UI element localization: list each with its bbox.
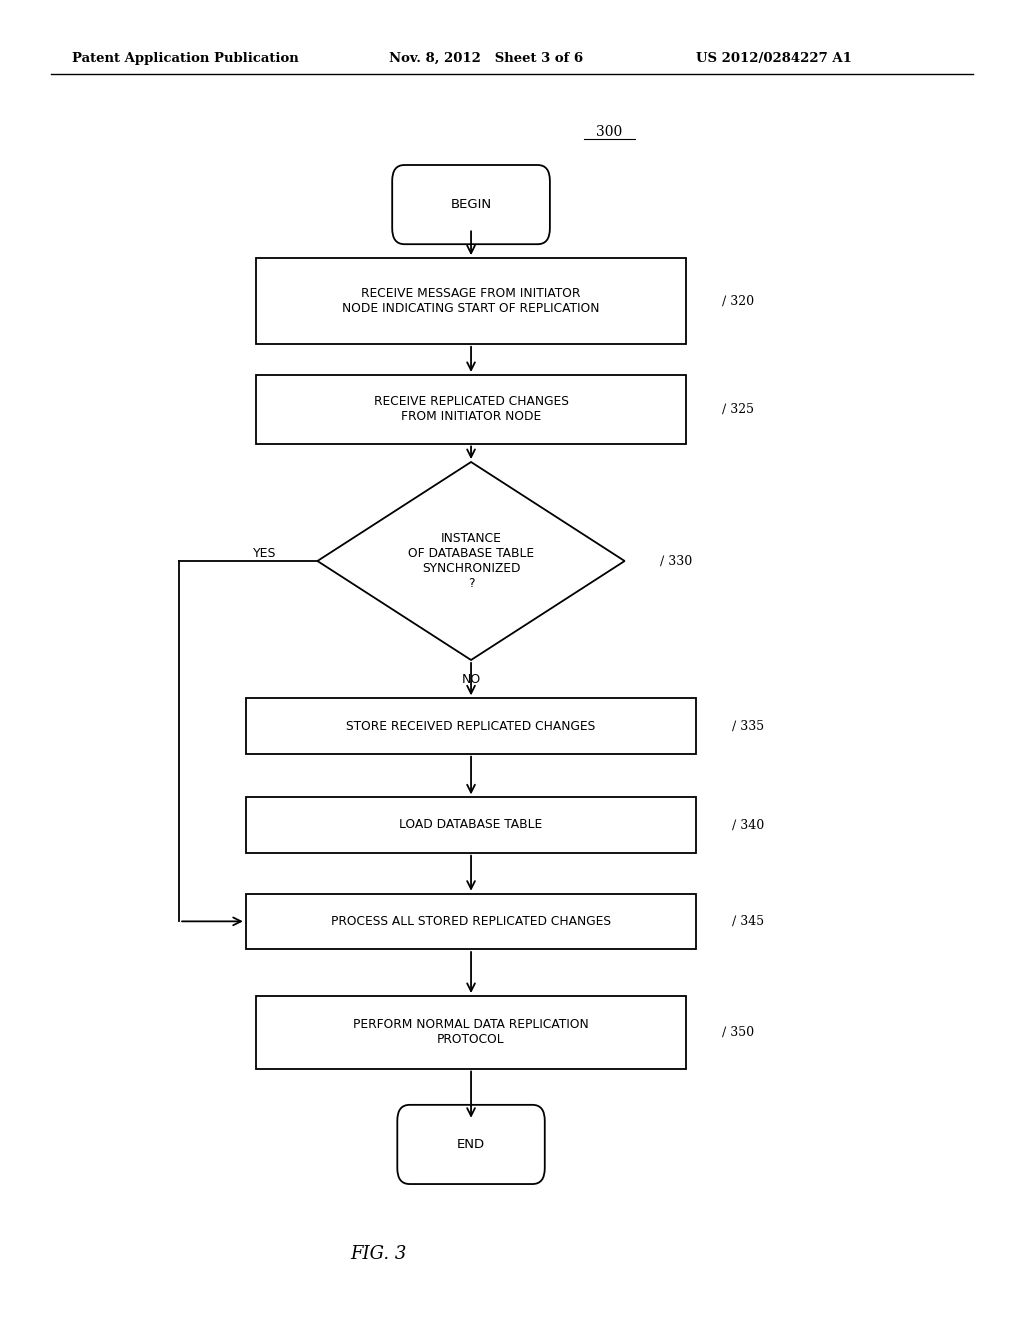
FancyBboxPatch shape bbox=[246, 894, 696, 949]
Text: ∕ 340: ∕ 340 bbox=[732, 818, 764, 832]
Text: INSTANCE
OF DATABASE TABLE
SYNCHRONIZED
?: INSTANCE OF DATABASE TABLE SYNCHRONIZED … bbox=[408, 532, 535, 590]
Text: YES: YES bbox=[253, 546, 276, 560]
Text: Nov. 8, 2012   Sheet 3 of 6: Nov. 8, 2012 Sheet 3 of 6 bbox=[389, 51, 584, 65]
Text: 300: 300 bbox=[596, 124, 623, 139]
FancyBboxPatch shape bbox=[256, 995, 686, 1069]
Text: ∕ 320: ∕ 320 bbox=[722, 294, 754, 308]
Text: US 2012/0284227 A1: US 2012/0284227 A1 bbox=[696, 51, 852, 65]
FancyBboxPatch shape bbox=[256, 375, 686, 444]
Text: BEGIN: BEGIN bbox=[451, 198, 492, 211]
Text: ∕ 350: ∕ 350 bbox=[722, 1026, 754, 1039]
FancyBboxPatch shape bbox=[392, 165, 550, 244]
Text: ∕ 325: ∕ 325 bbox=[722, 403, 754, 416]
Text: FIG. 3: FIG. 3 bbox=[350, 1245, 408, 1263]
Text: RECEIVE REPLICATED CHANGES
FROM INITIATOR NODE: RECEIVE REPLICATED CHANGES FROM INITIATO… bbox=[374, 395, 568, 424]
Text: PERFORM NORMAL DATA REPLICATION
PROTOCOL: PERFORM NORMAL DATA REPLICATION PROTOCOL bbox=[353, 1018, 589, 1047]
Text: ∕ 335: ∕ 335 bbox=[732, 719, 764, 733]
Text: END: END bbox=[457, 1138, 485, 1151]
Text: STORE RECEIVED REPLICATED CHANGES: STORE RECEIVED REPLICATED CHANGES bbox=[346, 719, 596, 733]
Text: ∕ 330: ∕ 330 bbox=[660, 554, 692, 568]
Polygon shape bbox=[317, 462, 625, 660]
Text: RECEIVE MESSAGE FROM INITIATOR
NODE INDICATING START OF REPLICATION: RECEIVE MESSAGE FROM INITIATOR NODE INDI… bbox=[342, 286, 600, 315]
FancyBboxPatch shape bbox=[256, 259, 686, 343]
Text: NO: NO bbox=[462, 673, 480, 686]
Text: LOAD DATABASE TABLE: LOAD DATABASE TABLE bbox=[399, 818, 543, 832]
Text: Patent Application Publication: Patent Application Publication bbox=[72, 51, 298, 65]
Text: ∕ 345: ∕ 345 bbox=[732, 915, 764, 928]
FancyBboxPatch shape bbox=[397, 1105, 545, 1184]
Text: PROCESS ALL STORED REPLICATED CHANGES: PROCESS ALL STORED REPLICATED CHANGES bbox=[331, 915, 611, 928]
FancyBboxPatch shape bbox=[246, 797, 696, 853]
FancyBboxPatch shape bbox=[246, 698, 696, 754]
